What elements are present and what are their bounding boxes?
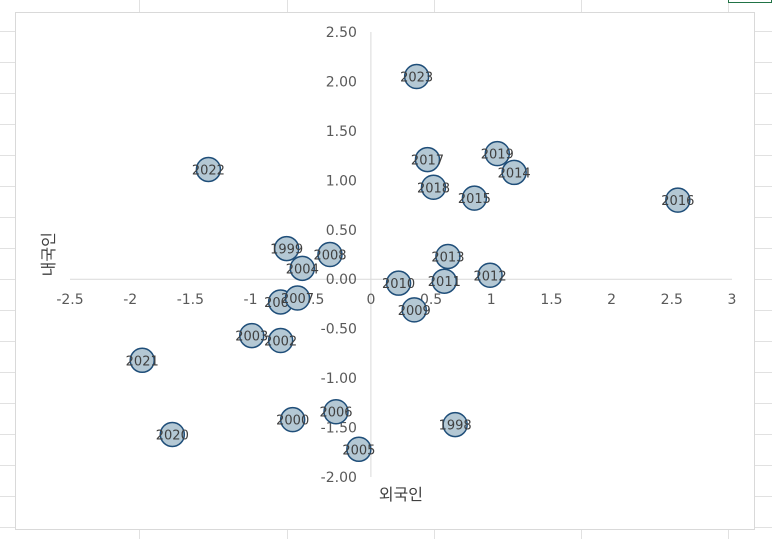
data-point-label: 2000 xyxy=(276,414,309,429)
data-point-label: 2004 xyxy=(286,262,319,277)
x-tick-label: -2.5 xyxy=(56,292,83,308)
data-point[interactable] xyxy=(385,270,412,296)
data-point[interactable] xyxy=(279,406,306,433)
data-point-label: 2007 xyxy=(281,292,314,307)
x-tick-label: 1.5 xyxy=(540,292,562,308)
data-points: 1998199920002001200220032004200520062007… xyxy=(126,63,694,463)
data-point[interactable] xyxy=(346,436,372,463)
data-point[interactable] xyxy=(501,159,527,186)
data-point[interactable] xyxy=(195,156,222,183)
data-point[interactable] xyxy=(435,243,461,270)
y-tick-label: -0.50 xyxy=(321,322,357,338)
data-point-label: 2002 xyxy=(264,335,297,350)
data-point-label: 1998 xyxy=(439,419,472,434)
data-point[interactable] xyxy=(284,285,311,311)
x-axis-title: 외국인 xyxy=(379,485,423,504)
data-point-label: 2010 xyxy=(382,277,415,292)
axes-layer xyxy=(70,32,732,477)
x-tick-labels: -2.5 -2 -1.5 -1 -0.5 0 0.5 1 1.5 2 2.5 3 xyxy=(56,292,736,308)
data-point-label: 2020 xyxy=(156,428,189,443)
x-tick-label: -1 xyxy=(244,292,258,308)
data-point[interactable] xyxy=(461,185,488,211)
data-point[interactable] xyxy=(289,255,316,282)
y-tick-label: 0.00 xyxy=(326,272,357,288)
data-point-label: 2023 xyxy=(400,71,433,86)
y-tick-label: 2.50 xyxy=(326,25,357,41)
y-tick-label: 1.00 xyxy=(326,173,357,189)
scatter-chart: -2.5 -2 -1.5 -1 -0.5 0 0.5 1 1.5 2 2.5 3 2.502.001.… xyxy=(39,25,736,504)
data-point-label: 2012 xyxy=(474,269,507,284)
data-point[interactable] xyxy=(414,146,441,173)
x-tick-label: -2 xyxy=(123,292,137,308)
data-point[interactable] xyxy=(442,411,468,438)
data-point-label: 2003 xyxy=(235,330,268,345)
data-point[interactable] xyxy=(273,235,300,262)
y-axis-title: 내국인 xyxy=(39,232,58,276)
data-point[interactable] xyxy=(665,187,691,213)
data-point[interactable] xyxy=(484,140,511,167)
y-tick-labels: 2.50 2.00 1.50 1.00 0.50 0.00 -0.50 -1.00 -1.50 -… xyxy=(321,25,357,486)
data-point-label: 2005 xyxy=(342,443,375,458)
data-point[interactable] xyxy=(477,262,503,289)
data-point-label: 2017 xyxy=(411,154,444,169)
x-tick-label: 2 xyxy=(607,292,616,308)
selected-cell[interactable] xyxy=(728,0,772,3)
y-tick-label: -1.50 xyxy=(321,421,357,437)
data-point[interactable] xyxy=(267,327,294,354)
data-point-label: 2008 xyxy=(313,249,346,264)
x-tick-label: -1.5 xyxy=(177,292,204,308)
data-point-label: 2006 xyxy=(319,406,352,421)
data-point[interactable] xyxy=(159,421,186,448)
chart-area[interactable]: -2.5 -2 -1.5 -1 -0.5 0 0.5 1 1.5 2 2.5 3 2.50 2.00 1.… xyxy=(15,12,755,530)
data-point[interactable] xyxy=(403,63,430,90)
data-point[interactable] xyxy=(323,398,349,425)
y-tick-label: -2.00 xyxy=(321,470,357,486)
x-tick-label: 1 xyxy=(487,292,496,308)
y-tick-label: 1.50 xyxy=(326,124,357,140)
data-point[interactable] xyxy=(238,322,265,349)
y-tick-label: 0.50 xyxy=(326,223,357,239)
data-point-label: 2018 xyxy=(417,181,450,196)
data-point-label: 2021 xyxy=(126,354,159,369)
data-point-label: 2011 xyxy=(428,275,461,290)
y-tick-label: -1.00 xyxy=(321,371,357,387)
x-tick-label: 0 xyxy=(366,292,375,308)
data-point[interactable] xyxy=(431,268,458,294)
data-point[interactable] xyxy=(420,174,447,201)
x-tick-label: 2.5 xyxy=(661,292,683,308)
data-point-label: 2019 xyxy=(481,148,514,163)
data-point[interactable] xyxy=(317,241,343,268)
data-point-label: 2009 xyxy=(398,304,431,319)
data-point[interactable] xyxy=(401,297,427,323)
data-point-label: 2015 xyxy=(458,192,491,207)
y-tick-label: 2.00 xyxy=(326,74,357,90)
data-point-label: 2014 xyxy=(498,166,531,181)
data-point-label: 2013 xyxy=(431,250,464,265)
data-point-label: 2016 xyxy=(661,194,694,209)
data-point-label: 2022 xyxy=(192,163,225,178)
data-point[interactable] xyxy=(129,347,155,374)
data-point-label: 1999 xyxy=(270,243,303,258)
x-tick-label: 3 xyxy=(728,292,737,308)
